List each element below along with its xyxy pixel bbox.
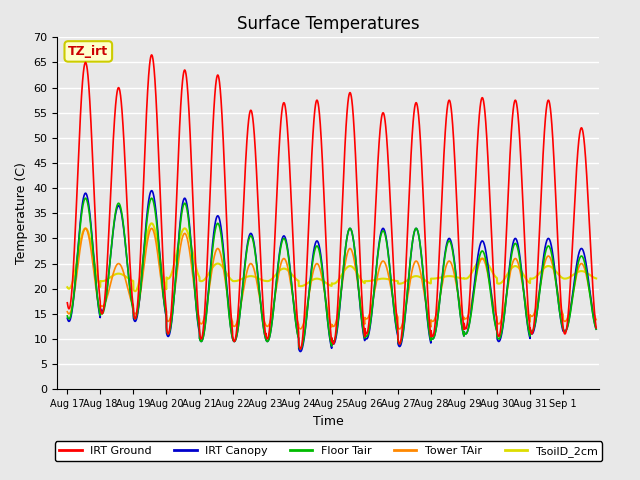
Title: Surface Temperatures: Surface Temperatures xyxy=(237,15,420,33)
X-axis label: Time: Time xyxy=(313,415,344,428)
Legend: IRT Ground, IRT Canopy, Floor Tair, Tower TAir, TsoilD_2cm: IRT Ground, IRT Canopy, Floor Tair, Towe… xyxy=(55,441,602,461)
Y-axis label: Temperature (C): Temperature (C) xyxy=(15,162,28,264)
Text: TZ_irt: TZ_irt xyxy=(68,45,108,58)
